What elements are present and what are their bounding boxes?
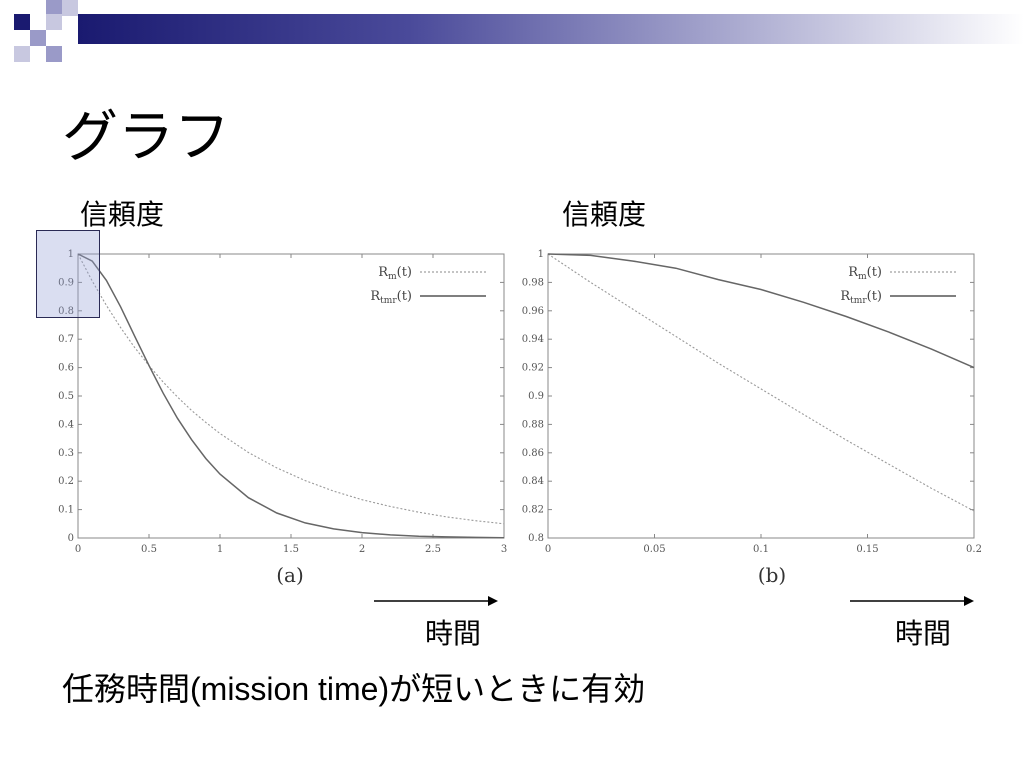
legend-label-tmr-b: Rtmr(t): [840, 289, 882, 306]
y-tick-label-b: 0.96: [522, 306, 544, 317]
y-tick-label-b: 0.8: [528, 533, 544, 544]
y-tick-label-b: 0.94: [522, 334, 544, 345]
y-tick-label-b: 1: [538, 249, 544, 260]
y-tick-label-a: 0.6: [58, 363, 74, 374]
y-tick-label-b: 0.92: [522, 363, 544, 374]
y-tick-label-b: 0.84: [522, 476, 544, 487]
caption-b: (b): [758, 563, 786, 587]
y-tick-label-a: 0.7: [58, 334, 74, 345]
series-rtmr-line-b: [547, 253, 975, 369]
reliability-chart-b: 0 0.05 0.1 0.15 0.2 0.8 0.82 0.84 0.86 0.88 0.9 0.9…: [522, 249, 982, 587]
time-arrow-b: [850, 596, 974, 606]
x-tick-label-a: 0.5: [141, 544, 157, 555]
x-tick-label-b: 0.15: [856, 544, 878, 555]
y-axis-label-a: 信頼度: [80, 198, 165, 231]
y-tick-label-a: 0.1: [58, 505, 74, 516]
x-tick-label-b: 0.2: [966, 544, 982, 555]
y-tick-label-a: 0.5: [58, 391, 74, 402]
x-tick-label-b: 0.05: [643, 544, 665, 555]
x-tick-label-a: 1.5: [283, 544, 299, 555]
time-arrow-a: [374, 596, 498, 606]
slide-title: グラフ: [62, 105, 230, 170]
x-tick-label-a: 2: [359, 544, 365, 555]
legend-label-tmr-a: Rtmr(t): [370, 289, 412, 306]
x-tick-label-a: 2.5: [425, 544, 441, 555]
y-tick-label-a: 0.4: [58, 419, 74, 430]
time-label-a: 時間: [425, 617, 482, 650]
x-tick-label-b: 0: [545, 544, 551, 555]
y-tick-label-b: 0.88: [522, 419, 544, 430]
series-rtmr-line-a: [77, 253, 505, 539]
y-tick-label-b: 0.9: [528, 391, 544, 402]
x-tick-label-a: 0: [75, 544, 81, 555]
x-tick-label-a: 3: [501, 544, 507, 555]
y-tick-label-a: 0.9: [58, 277, 74, 288]
series-rm-line-a: [77, 253, 505, 525]
y-axis-label-b: 信頼度: [562, 198, 647, 231]
y-tick-label-a: 1: [68, 249, 74, 260]
highlight-box: [36, 230, 100, 318]
y-tick-label-b: 0.98: [522, 277, 544, 288]
x-tick-label-b: 0.1: [753, 544, 769, 555]
legend-label-m-a: Rm(t): [378, 265, 412, 282]
y-tick-label-a: 0.8: [58, 306, 74, 317]
y-tick-label-a: 0: [68, 533, 74, 544]
legend-a: Rm(t) Rtmr(t): [370, 265, 486, 306]
legend-b: Rm(t) Rtmr(t): [840, 265, 956, 306]
bullet-text: 任務時間(mission time)が短いときに有効: [62, 671, 646, 707]
series-rm-line-b: [547, 253, 975, 512]
y-tick-label-b: 0.86: [522, 448, 544, 459]
legend-label-m-b: Rm(t): [848, 265, 882, 282]
y-tick-label-a: 0.3: [58, 448, 74, 459]
time-label-b: 時間: [895, 617, 952, 650]
caption-a: (a): [276, 563, 304, 587]
header-decoration: [14, 0, 1024, 62]
reliability-chart-a: 0 0.5 1 1.5 2 2.5 3 0 0.1 0.2 0.3 0.4 0.5 0.6 0.7 0.8 0.…: [58, 249, 507, 587]
y-tick-label-b: 0.82: [522, 505, 544, 516]
x-tick-label-a: 1: [217, 544, 223, 555]
y-tick-label-a: 0.2: [58, 476, 74, 487]
